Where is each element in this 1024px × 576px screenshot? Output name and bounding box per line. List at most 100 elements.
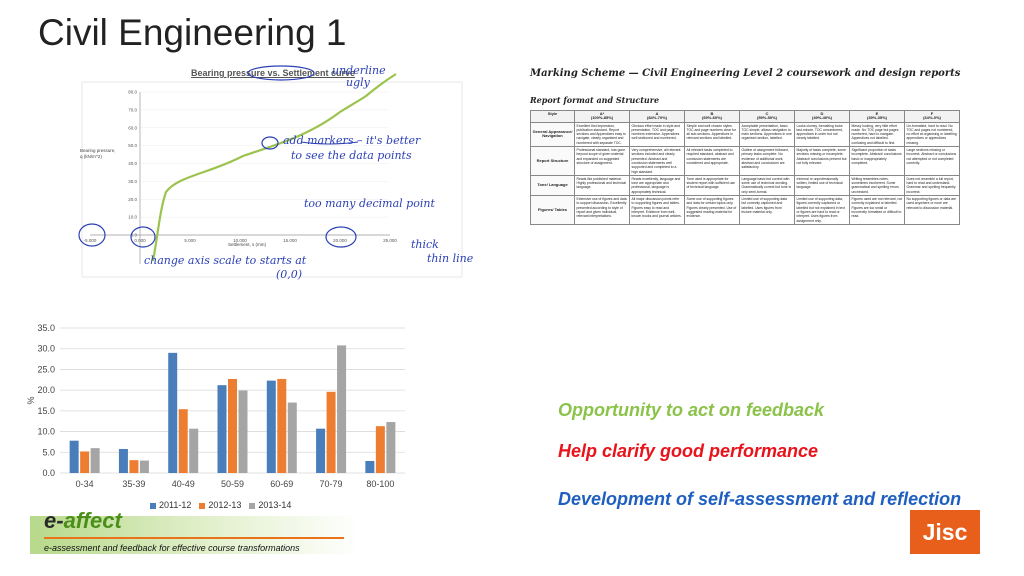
criteria-cell: Extensive use of figures and data to sup… <box>574 195 630 225</box>
line-chart-y-tick: 50.0 <box>128 143 137 148</box>
criteria-cell: No supporting figures or data are used a… <box>904 195 960 225</box>
slide-title: Civil Engineering 1 <box>38 12 347 53</box>
bar-2011-12-70-79 <box>316 428 326 473</box>
marking-scheme-subtitle: Report format and Structure <box>530 95 660 105</box>
annotation-circle-zero <box>130 226 156 248</box>
bar-chart-y-tick: 35.0 <box>37 323 55 333</box>
criteria-cell: Limited use of supporting data, figures … <box>794 195 850 225</box>
legend-item: 2012-13 <box>199 500 241 510</box>
criteria-row: Tone/ Language Reads like published mater… <box>530 174 960 197</box>
criteria-cell: Does not resemble a full report, hard to… <box>904 174 960 197</box>
bar-chart-x-tick: 0-34 <box>76 479 94 489</box>
bar-chart-y-tick: 5.0 <box>42 447 55 457</box>
bar-chart-y-tick: 15.0 <box>37 406 55 416</box>
annotation-circle-marker <box>261 136 279 150</box>
grade-column-header: A (84%-70%) <box>629 110 685 123</box>
line-chart-x-tick: 20.000 <box>333 238 347 243</box>
line-chart-x-tick: 5.000 <box>184 238 196 243</box>
bar-2013-14-0-34 <box>90 448 100 473</box>
line-chart-x-tick: 0.000 <box>134 238 146 243</box>
line-chart-ylabel: Bearing pressure, q (kN/m^2) <box>80 148 116 159</box>
bar-2011-12-60-69 <box>266 380 276 473</box>
grade-column-header: B (69%-60%) <box>684 110 740 123</box>
bar-2012-13-40-49 <box>178 409 188 473</box>
criteria-cell: Language basic but correct with some use… <box>739 174 795 197</box>
line-chart-x-tick: 15.000 <box>283 238 297 243</box>
bar-2011-12-80-100 <box>365 460 375 473</box>
line-chart-xlabel: Settlement, s (mm) <box>228 242 267 247</box>
bar-2013-14-60-69 <box>287 402 297 473</box>
legend-item: 2011-12 <box>150 500 191 510</box>
grade-distribution-chart: 35.0 30.0 25.0 20.0 15.0 10.0 5.0 0.0% 0-34 35-39… <box>26 320 410 510</box>
bar-2013-14-70-79 <box>337 345 347 473</box>
bar-chart-y-tick: 25.0 <box>37 364 55 374</box>
criteria-cell: Some use of supporting figures and data … <box>684 195 740 225</box>
e-affect-banner <box>30 516 360 554</box>
bar-chart-x-tick: 50-59 <box>221 479 244 489</box>
annotation-ugly: ugly <box>346 76 370 89</box>
criteria-cell: Very comprehensive, all relevant section… <box>629 146 685 176</box>
settlement-curve <box>151 73 397 262</box>
bar-2013-14-40-49 <box>189 428 199 473</box>
annotation-underline: underline <box>332 64 386 77</box>
line-chart-y-tick: 80.0 <box>128 90 137 95</box>
grade-column-header: E (39%-35%) <box>849 110 905 123</box>
line-chart-x-tick: -5.000 <box>84 238 97 243</box>
e-affect-tagline: e-assessment and feedback for effective … <box>44 543 300 553</box>
annotation-circle-decimal <box>325 226 357 248</box>
grade-column-header: D (49%-40%) <box>794 110 850 123</box>
criteria-cell: Significant proportion of tasks incomple… <box>849 146 905 176</box>
bar-chart-x-tick: 40-49 <box>172 479 195 489</box>
criteria-cell: Writing resembles notes, sometimes incoh… <box>849 174 905 197</box>
grade-column-header: F (34%-0%) <box>904 110 960 123</box>
annotation-circle-title <box>247 65 315 81</box>
bar-chart-y-tick: 10.0 <box>37 427 55 437</box>
jisc-logo: Jisc <box>910 510 980 554</box>
legend-label: 2013-14 <box>258 500 292 510</box>
e-affect-rule <box>44 537 344 539</box>
criteria-cell: Outline of assignment followed, primary … <box>739 146 795 176</box>
bar-2012-13-35-39 <box>129 460 139 473</box>
marking-scheme-title: Marking Scheme — Civil Engineering Level… <box>530 68 961 79</box>
bar-chart-y-tick: 30.0 <box>37 344 55 354</box>
line-chart-x-tick: 10.000 <box>233 238 247 243</box>
annotation-arrow <box>300 141 359 145</box>
legend-swatch <box>199 502 206 509</box>
bar-2012-13-60-69 <box>277 378 287 473</box>
bar-2013-14-80-100 <box>386 422 396 473</box>
statement-clarify-performance: Help clarify good performance <box>558 441 819 461</box>
criteria-name: Report Structure <box>530 146 575 176</box>
criteria-cell: Limited use of supporting data but corre… <box>739 195 795 225</box>
annotation-thick: thick <box>411 238 439 251</box>
criteria-cell: Messy looking, very little effort made. … <box>849 121 905 148</box>
criteria-cell: Reads excellently, language and tone are… <box>629 174 685 197</box>
criteria-cell: Un-formatted, hard to read. No TOC and p… <box>904 121 960 148</box>
bar-chart-ylabel: % <box>26 396 36 404</box>
line-chart-title: Bearing pressure vs. Settlement curve <box>190 68 356 78</box>
criteria-cell: Large sections missing or incorrect. Abs… <box>904 146 960 176</box>
bar-2011-12-35-39 <box>118 448 128 473</box>
statement-self-assessment: Development of self-assessment and refle… <box>558 489 962 509</box>
grade-column-header: Style <box>530 110 575 123</box>
line-chart-y-tick: 20.0 <box>128 197 137 202</box>
criteria-cell: Looks clumsy, formatting looks last-minu… <box>794 121 850 148</box>
criteria-cell: Excellent first impression, publication … <box>574 121 630 148</box>
bar-chart-y-tick: 20.0 <box>37 385 55 395</box>
bar-chart-legend: 2011-12 2012-13 2013-14 <box>150 500 299 510</box>
annotation-origin: (0,0) <box>276 268 303 281</box>
annotation-markers-2: to see the data points <box>291 149 412 162</box>
annotation-thin-line: thin line <box>427 252 474 265</box>
bar-2011-12-0-34 <box>69 440 79 473</box>
annotation-circle-origin-x <box>78 223 106 247</box>
criteria-cell: Majority of tasks complete, some section… <box>794 146 850 176</box>
settlement-chart-image: Bearing pressure vs. Settlement curve 80… <box>78 64 553 286</box>
bar-chart-svg: 35.0 30.0 25.0 20.0 15.0 10.0 5.0 0.0% 0-34 35-39… <box>26 323 405 489</box>
statement-act-on-feedback: Opportunity to act on feedback <box>558 400 825 420</box>
criteria-name: Figures/ Tables <box>530 195 575 225</box>
criteria-row: Figures/ Tables Extensive use of figures … <box>530 195 960 225</box>
bar-chart-x-tick: 80-100 <box>366 479 394 489</box>
line-chart-y-tick: 70.0 <box>128 107 137 112</box>
annotation-decimal: too many decimal point <box>304 197 435 210</box>
criteria-row: Report Structure Professional standard, h… <box>530 146 960 176</box>
criteria-cell: Informal or unprofessionally written, li… <box>794 174 850 197</box>
